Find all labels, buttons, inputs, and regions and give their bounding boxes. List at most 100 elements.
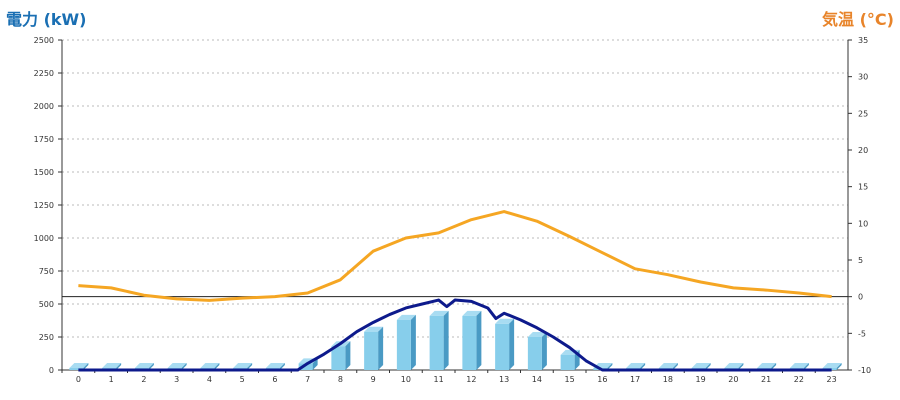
x-tick-label: 4 xyxy=(207,375,212,384)
bar-side xyxy=(803,363,809,370)
y-tick-label: 1750 xyxy=(34,135,54,144)
x-tick-label: 11 xyxy=(434,375,444,384)
y-tick-label: 2250 xyxy=(34,69,54,78)
x-tick-label: 15 xyxy=(565,375,575,384)
bar-side xyxy=(476,310,482,370)
bar-side xyxy=(541,332,547,370)
x-tick-label: 13 xyxy=(499,375,509,384)
bar-side xyxy=(640,363,646,370)
y-tick-label: 2000 xyxy=(34,102,54,111)
y-tick-label: 1000 xyxy=(34,234,54,243)
bar-side xyxy=(279,363,285,370)
x-tick-label: 21 xyxy=(761,375,771,384)
bar-top xyxy=(691,363,711,369)
bar-top xyxy=(822,363,842,369)
y-tick-label: 0 xyxy=(49,366,54,375)
bar xyxy=(396,319,411,370)
y2-tick-label: -10 xyxy=(858,366,871,375)
y2-tick-label: 30 xyxy=(858,73,868,82)
y-tick-label: 250 xyxy=(39,333,54,342)
bar-top xyxy=(364,326,384,332)
x-tick-label: 7 xyxy=(305,375,310,384)
bar-top xyxy=(102,363,122,369)
bar-top xyxy=(134,363,154,369)
bar-top xyxy=(200,363,220,369)
x-tick-label: 14 xyxy=(532,375,542,384)
power-line xyxy=(78,298,832,372)
bar-side xyxy=(181,363,187,370)
x-tick-label: 17 xyxy=(630,375,640,384)
x-tick-label: 18 xyxy=(663,375,673,384)
x-tick-label: 22 xyxy=(794,375,804,384)
bar-side xyxy=(214,363,220,370)
y-tick-label: 1250 xyxy=(34,201,54,210)
bar xyxy=(527,337,542,370)
bar-side xyxy=(83,363,89,370)
bar-side xyxy=(705,363,711,370)
y2-tick-label: 10 xyxy=(858,219,868,228)
bar-side xyxy=(771,363,777,370)
bar-side xyxy=(738,363,744,370)
bar-side xyxy=(509,318,515,370)
x-tick-label: 19 xyxy=(696,375,706,384)
y2-tick-label: -5 xyxy=(858,329,866,338)
y-tick-label: 2500 xyxy=(34,36,54,45)
bar xyxy=(364,331,379,370)
x-tick-label: 3 xyxy=(174,375,179,384)
bar xyxy=(298,363,313,370)
y2-tick-label: 35 xyxy=(858,36,868,45)
bar-top xyxy=(167,363,187,369)
bar-top xyxy=(265,363,285,369)
bar-top xyxy=(233,363,253,369)
bar-side xyxy=(116,363,122,370)
bar-side xyxy=(672,363,678,370)
x-tick-label: 9 xyxy=(371,375,376,384)
bar xyxy=(331,346,346,370)
left-axis-title: 電力 (kW) xyxy=(6,10,87,29)
x-tick-label: 6 xyxy=(272,375,277,384)
bar-top xyxy=(757,363,777,369)
bar xyxy=(69,368,84,370)
bar-top xyxy=(527,332,547,337)
bar-top xyxy=(462,310,482,316)
bar-side xyxy=(607,363,613,370)
bar-top xyxy=(429,310,449,316)
bar-side xyxy=(345,341,351,370)
x-tick-label: 2 xyxy=(141,375,146,384)
x-tick-label: 23 xyxy=(827,375,837,384)
bar-top xyxy=(658,363,678,369)
y2-tick-label: 20 xyxy=(858,146,868,155)
y2-tick-label: 25 xyxy=(858,109,868,118)
bar-top xyxy=(626,363,646,369)
right-axis-title: 気温 (°C) xyxy=(822,10,894,29)
y-tick-label: 750 xyxy=(39,267,54,276)
bar-top xyxy=(396,314,416,320)
x-tick-label: 0 xyxy=(76,375,81,384)
bar-side xyxy=(410,314,416,370)
bar xyxy=(462,315,477,370)
bar-top xyxy=(495,318,515,324)
y-tick-label: 1500 xyxy=(34,168,54,177)
x-tick-label: 12 xyxy=(466,375,476,384)
bar-side xyxy=(148,363,154,370)
bar-top xyxy=(789,363,809,369)
bar xyxy=(429,315,444,370)
y-tick-label: 500 xyxy=(39,300,54,309)
y2-tick-label: 0 xyxy=(858,293,863,302)
x-tick-label: 5 xyxy=(240,375,245,384)
x-tick-label: 10 xyxy=(401,375,411,384)
bar xyxy=(560,354,575,370)
x-tick-label: 16 xyxy=(597,375,607,384)
x-tick-label: 20 xyxy=(728,375,738,384)
bar-side xyxy=(443,310,449,370)
bar-side xyxy=(836,363,842,370)
temperature-line xyxy=(78,210,832,302)
bar-side xyxy=(378,326,384,370)
bar xyxy=(495,323,510,370)
bar-top xyxy=(724,363,744,369)
y2-tick-label: 15 xyxy=(858,183,868,192)
y2-tick-label: 5 xyxy=(858,256,863,265)
bar-top xyxy=(69,363,89,369)
x-tick-label: 1 xyxy=(109,375,114,384)
